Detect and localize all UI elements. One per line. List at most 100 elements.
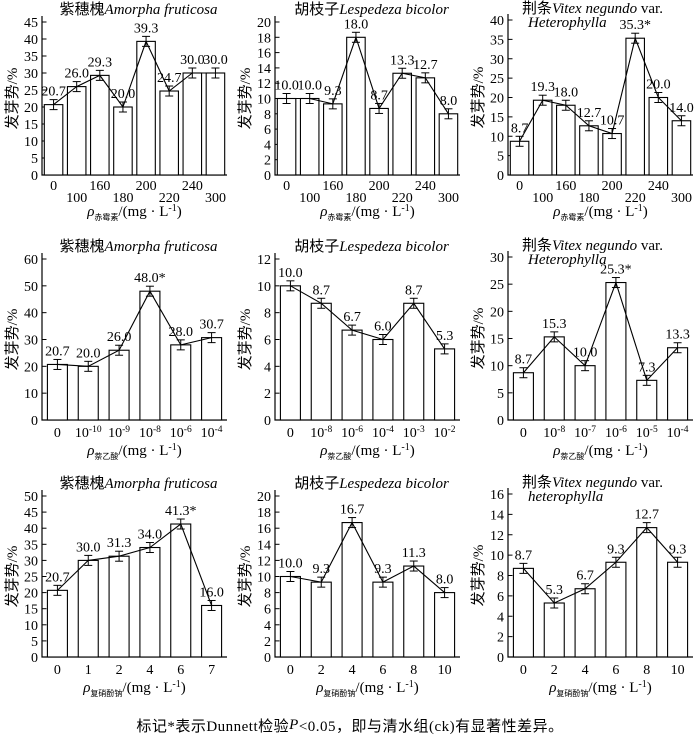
y-tick-label: 0 <box>497 651 504 666</box>
x-tick-label: 4 <box>582 663 589 678</box>
x-axis-labels: 0 1 2 4 6 7 <box>54 663 215 678</box>
x-tick-label: 180 <box>578 191 599 206</box>
y-tick-label: 0 <box>31 169 38 184</box>
y-tick-label: 2 <box>264 387 271 402</box>
bars <box>512 281 689 421</box>
value-label: 10.7 <box>600 114 625 129</box>
error-bars <box>519 522 682 609</box>
y-tick-label: 10 <box>24 619 38 634</box>
axes-lines <box>274 253 460 421</box>
x-tick-label: 10-4 <box>372 425 394 441</box>
y-tick-label: 40 <box>24 33 38 48</box>
y-tick-label: 45 <box>24 506 38 521</box>
y-tick-label: 14 <box>257 538 271 553</box>
value-label: 16.0 <box>199 585 224 600</box>
y-tick-label: 20 <box>24 360 38 375</box>
bar <box>579 125 599 176</box>
y-tick-label: 25 <box>24 84 38 99</box>
value-label: 20.7 <box>41 85 66 100</box>
y-axis-title: 发芽势/% <box>470 308 487 370</box>
value-label: 8.7 <box>515 548 533 563</box>
bar <box>543 336 565 421</box>
x-tick-label: 220 <box>392 191 413 206</box>
value-labels: 10.010.0 9.318.08.713.312.78.0 <box>274 17 457 109</box>
y-tick-label: 20 <box>490 305 504 320</box>
y-axis-ticks: 0 10 20 30 40 50 60 <box>24 253 47 429</box>
y-tick-label: 15 <box>24 118 38 133</box>
x-axis-title: ρ复硝酚钠/(mg · L-1) <box>315 679 419 698</box>
value-label: 9.3 <box>669 542 687 557</box>
bar <box>279 285 301 421</box>
x-tick-label: 10-3 <box>403 425 425 441</box>
x-tick-label: 200 <box>369 179 390 194</box>
x-tick-label: 160 <box>555 179 576 194</box>
error-bars <box>53 285 216 372</box>
x-tick-label: 7 <box>208 663 215 678</box>
x-tick-label: 240 <box>415 179 436 194</box>
y-tick-label: 2 <box>497 631 504 646</box>
x-tick-label: 6 <box>379 663 386 678</box>
y-tick-label: 6 <box>264 123 271 138</box>
x-tick-label: 160 <box>89 179 110 194</box>
y-tick-label: 20 <box>257 16 271 31</box>
bar <box>205 72 226 176</box>
x-tick-label: 200 <box>602 179 623 194</box>
data-line <box>53 39 216 109</box>
bar <box>392 72 412 176</box>
bars <box>509 37 692 176</box>
value-labels: 8.7 19.318.0 12.710.7 35.3* 20.0 14.0 <box>511 18 694 136</box>
bar <box>201 337 223 421</box>
x-tick-label: 10-6 <box>341 425 363 441</box>
x-tick-label: 0 <box>50 179 57 194</box>
bar <box>636 379 658 421</box>
x-axis-title: ρ赤霉素/(mg · L-1) <box>86 203 182 222</box>
chart-cell-2: 0 5 10 15 20 25 30 35 40 8.7 19.3 18.0 12.7 10.7 35.3*… <box>466 0 699 237</box>
x-tick-label: 0 <box>520 663 527 678</box>
y-tick-label: 0 <box>497 169 504 184</box>
significance-note: 标记*表示Dunnett检验 P <0.05，即与清水组(ck)有显著性差异。 <box>0 711 700 739</box>
value-label: 6.7 <box>343 310 361 325</box>
x-axis-title: ρ萘乙酸/(mg · L-1) <box>86 442 182 461</box>
x-tick-label: 100 <box>299 191 320 206</box>
value-labels: 20.7 30.0 31.3 34.041.3* 16.0 <box>45 504 224 600</box>
value-label: 15.3 <box>542 317 567 332</box>
chart-cell-7: 0 2 4 6 8 10 12 14 16 18 20 10.0 9.3 16.7 9.3 11.3 8.0 0 2… <box>233 474 466 711</box>
value-label: 41.3* <box>165 504 197 519</box>
bar <box>556 104 576 176</box>
value-label: 12.7 <box>577 106 602 121</box>
chart-title: 胡枝子Lespedeza bicolor <box>294 238 449 255</box>
bar <box>77 365 99 421</box>
value-label: 26.0 <box>107 330 132 345</box>
bar <box>139 290 161 421</box>
bar <box>108 555 130 658</box>
chart-title-line2: heterophylla <box>528 489 603 505</box>
value-label: 31.3 <box>107 536 132 551</box>
bar <box>636 527 658 658</box>
chart-title-line1: 紫穗槐Amorpha fruticosa <box>60 1 218 18</box>
y-axis-title: 发芽势/% <box>4 546 21 608</box>
value-label: 25.3* <box>600 263 632 278</box>
bar <box>43 104 64 176</box>
value-label: 18.0 <box>344 17 369 32</box>
y-axis-ticks: 0 2 4 6 8 10 12 14 16 <box>490 488 513 666</box>
value-label: 13.3 <box>390 53 415 68</box>
x-tick-label: 10 <box>438 663 452 678</box>
x-tick-label: 2 <box>551 663 558 678</box>
bar <box>415 77 436 176</box>
value-labels: 10.0 8.7 6.7 6.0 8.7 5.3 <box>278 266 453 344</box>
value-label: 20.0 <box>76 346 101 361</box>
y-tick-label: 10 <box>24 387 38 402</box>
y-tick-label: 2 <box>264 154 271 169</box>
x-tick-label: 300 <box>205 191 226 206</box>
value-labels: 20.7 20.0 26.0 48.0* 28.0 30.7 <box>45 271 224 361</box>
y-axis-title: 发芽势/% <box>237 68 254 130</box>
bar <box>108 349 130 421</box>
y-tick-label: 8 <box>264 587 271 602</box>
bar <box>279 575 301 658</box>
